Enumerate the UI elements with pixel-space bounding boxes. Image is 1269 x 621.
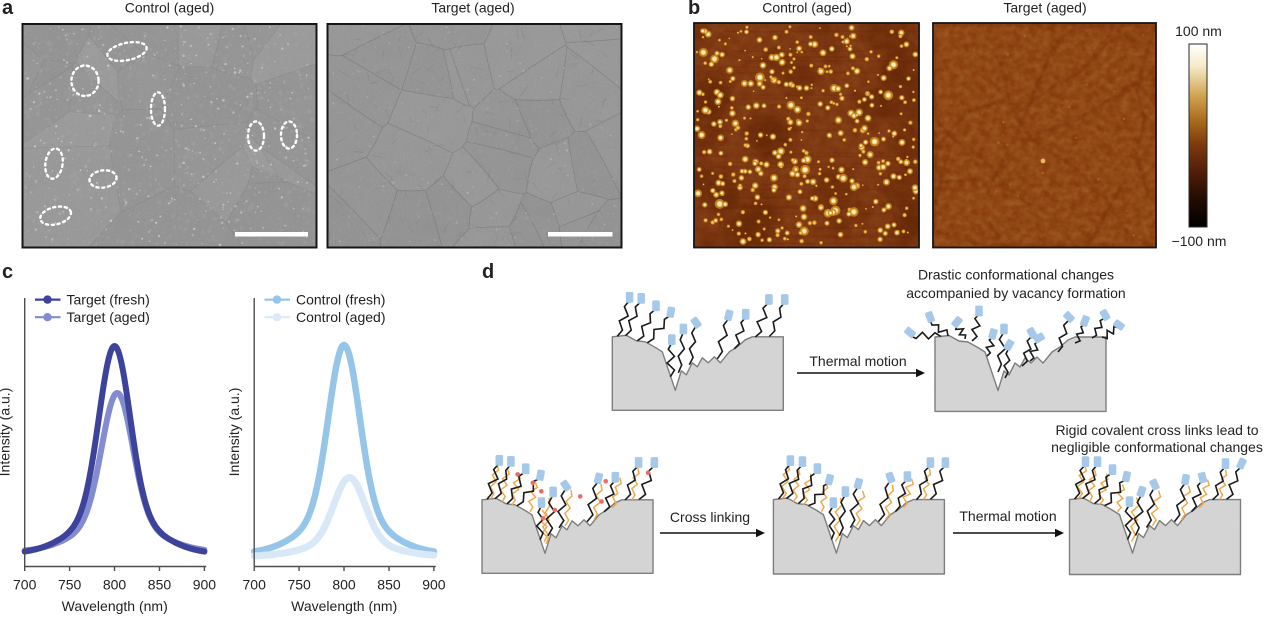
svg-text:Control (aged): Control (aged)	[762, 0, 852, 16]
svg-text:Drastic conformational changes: Drastic conformational changes	[918, 267, 1114, 283]
svg-text:Thermal motion: Thermal motion	[959, 508, 1056, 524]
svg-text:700: 700	[243, 577, 267, 593]
svg-text:a: a	[2, 0, 14, 19]
svg-text:700: 700	[13, 577, 37, 593]
svg-text:900: 900	[422, 577, 446, 593]
svg-text:750: 750	[58, 577, 82, 593]
svg-text:Intensity (a.u.): Intensity (a.u.)	[0, 388, 13, 477]
svg-text:850: 850	[377, 577, 401, 593]
svg-text:800: 800	[332, 577, 356, 593]
svg-text:Thermal motion: Thermal motion	[809, 353, 906, 369]
svg-text:800: 800	[103, 577, 127, 593]
svg-text:Wavelength (nm): Wavelength (nm)	[62, 598, 168, 614]
svg-text:Control (fresh): Control (fresh)	[296, 291, 385, 307]
svg-text:750: 750	[287, 577, 311, 593]
svg-text:negligible conformational chan: negligible conformational changes	[1051, 439, 1263, 455]
svg-text:d: d	[482, 261, 494, 283]
svg-text:900: 900	[193, 577, 217, 593]
svg-text:Rigid covalent cross links lea: Rigid covalent cross links lead to	[1055, 422, 1258, 438]
svg-text:Control (aged): Control (aged)	[125, 0, 215, 16]
svg-text:850: 850	[148, 577, 172, 593]
svg-text:Cross linking: Cross linking	[670, 509, 750, 525]
svg-text:Control (aged): Control (aged)	[296, 309, 386, 325]
svg-text:Target (aged): Target (aged)	[431, 0, 514, 16]
svg-text:c: c	[2, 261, 13, 283]
svg-text:Wavelength (nm): Wavelength (nm)	[291, 598, 397, 614]
svg-text:Intensity (a.u.): Intensity (a.u.)	[226, 388, 242, 477]
svg-text:b: b	[688, 0, 700, 19]
svg-text:100 nm: 100 nm	[1175, 23, 1222, 39]
svg-text:Target (aged): Target (aged)	[1003, 0, 1086, 16]
svg-text:accompanied by vacancy formati: accompanied by vacancy formation	[906, 285, 1125, 301]
svg-text:Target (fresh): Target (fresh)	[67, 291, 150, 307]
svg-text:−100 nm: −100 nm	[1172, 233, 1227, 249]
svg-text:Target (aged): Target (aged)	[67, 309, 150, 325]
